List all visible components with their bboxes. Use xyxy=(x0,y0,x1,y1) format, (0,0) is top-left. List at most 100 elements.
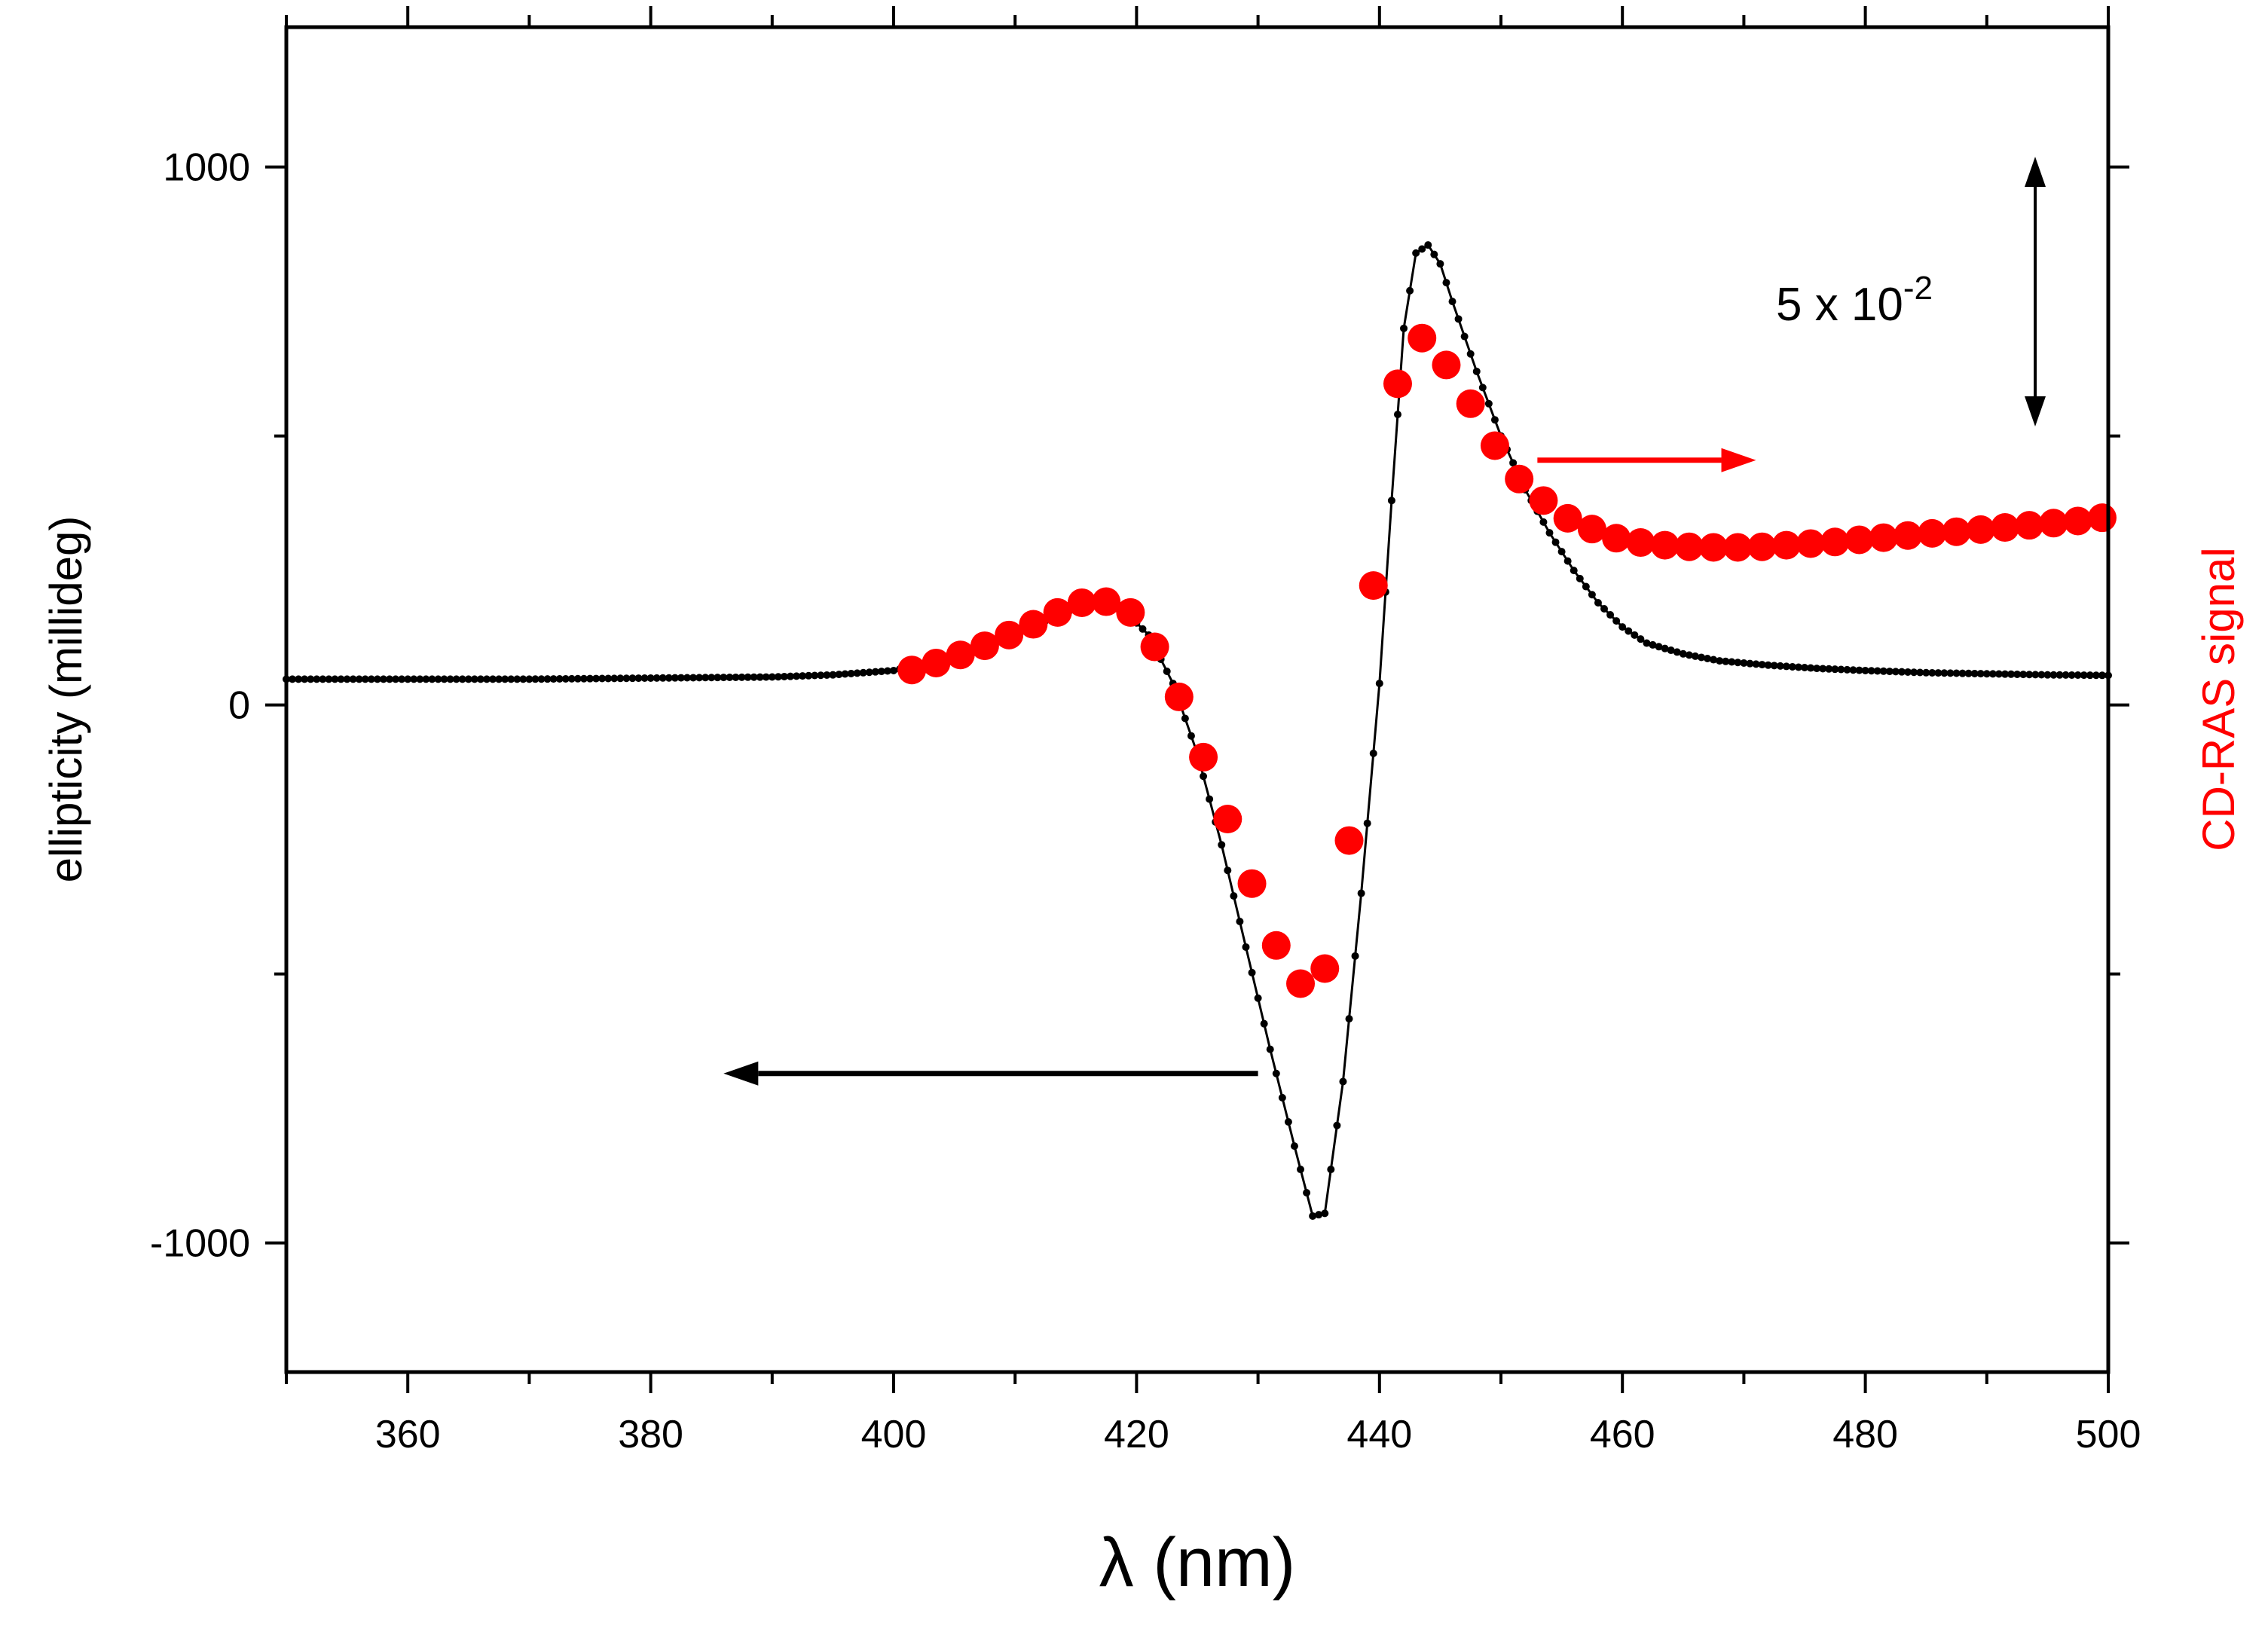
ellipticity-point xyxy=(720,674,728,682)
ellipticity-point xyxy=(1631,631,1639,639)
ellipticity-point xyxy=(1242,943,1250,951)
ellipticity-point xyxy=(1272,1069,1280,1077)
ellipticity-point xyxy=(890,666,897,674)
ellipticity-point xyxy=(2086,671,2094,680)
cd-ras-point xyxy=(1699,533,1729,562)
ellipticity-point xyxy=(555,675,564,683)
ellipticity-point xyxy=(549,675,558,683)
arrow-head xyxy=(1721,448,1756,472)
ellipticity-point xyxy=(1406,286,1414,295)
ellipticity-point xyxy=(1891,668,1900,676)
ellipticity-point xyxy=(768,673,776,681)
ellipticity-point xyxy=(1557,548,1566,556)
cd-ras-point xyxy=(1480,431,1509,460)
y-axis-title-right: CD-RAS signal xyxy=(2193,547,2244,851)
ellipticity-point xyxy=(1236,918,1244,926)
axis-ticks xyxy=(265,6,2129,1393)
ellipticity-point xyxy=(1163,668,1171,676)
x-axis-title: λ (nm) xyxy=(1099,1524,1296,1601)
ellipticity-point xyxy=(2080,671,2088,680)
ellipticity-point xyxy=(579,674,588,683)
ellipticity-point xyxy=(1849,666,1857,674)
ellipticity-point xyxy=(2098,671,2106,680)
cd-ras-point xyxy=(1771,530,1801,560)
cd-ras-point xyxy=(1650,530,1680,560)
ellipticity-point xyxy=(470,675,478,683)
ellipticity-point xyxy=(2013,670,2022,678)
ellipticity-point xyxy=(398,675,406,683)
ellipticity-point xyxy=(289,675,297,683)
ellipticity-point xyxy=(1430,250,1438,258)
ellipticity-point xyxy=(1801,664,1808,672)
ellipticity-point xyxy=(1964,669,1973,677)
ellipticity-point xyxy=(786,672,794,680)
ellipticity-point xyxy=(829,671,837,679)
ellipticity-point xyxy=(1576,574,1584,582)
ellipticity-point xyxy=(519,675,527,683)
ellipticity-point xyxy=(1776,662,1784,670)
ellipticity-point xyxy=(482,675,491,683)
ellipticity-point xyxy=(823,671,831,679)
ellipticity-point xyxy=(1363,819,1371,827)
ellipticity-point xyxy=(1740,659,1748,667)
ellipticity-point xyxy=(313,675,321,683)
ellipticity-point xyxy=(1582,582,1590,591)
ellipticity-point xyxy=(1819,665,1827,673)
cd-ras-point xyxy=(2087,503,2117,533)
ellipticity-point xyxy=(1934,669,1942,677)
ellipticity-point xyxy=(1843,665,1851,674)
ellipticity-point xyxy=(2037,671,2046,679)
cd-ras-point xyxy=(1845,525,1874,555)
ellipticity-point xyxy=(610,674,619,683)
ellipticity-point xyxy=(295,675,303,683)
ellipticity-point xyxy=(738,673,746,681)
ellipticity-point xyxy=(1436,260,1444,268)
cd-ras-point xyxy=(1577,515,1606,544)
scale-bar-arrowhead-down xyxy=(2025,396,2046,426)
ellipticity-point xyxy=(2001,670,2009,678)
ellipticity-point xyxy=(1563,557,1572,565)
ellipticity-point xyxy=(1770,662,1778,670)
y-tick-label: 1000 xyxy=(163,146,250,190)
ellipticity-point xyxy=(1345,1015,1353,1023)
ellipticity-point xyxy=(592,674,601,683)
ellipticity-point xyxy=(604,674,613,683)
ellipticity-point xyxy=(1807,664,1815,672)
ellipticity-point xyxy=(646,674,655,682)
x-tick-label: 480 xyxy=(1832,1413,1898,1456)
scale-bar-label-base: 5 x 10 xyxy=(1776,279,1903,331)
ellipticity-point xyxy=(1788,662,1796,671)
ellipticity-point xyxy=(671,674,679,682)
cd-ras-point xyxy=(1456,389,1485,418)
cd-ras-point xyxy=(1918,518,1947,548)
ellipticity-point xyxy=(1606,611,1615,619)
cd-ras-point xyxy=(1942,517,1971,546)
ellipticity-point xyxy=(1722,657,1730,665)
cd-ras-point xyxy=(1602,524,1631,553)
ellipticity-point xyxy=(1673,648,1681,656)
ellipticity-point xyxy=(373,675,381,683)
cd-ras-point xyxy=(1189,742,1218,772)
cd-ras-point xyxy=(1359,571,1388,601)
ellipticity-point xyxy=(416,675,424,683)
scale-bar-label-exponent: -2 xyxy=(1903,270,1933,307)
cd-ras-point xyxy=(1019,610,1048,639)
ellipticity-point xyxy=(1260,1019,1268,1028)
ellipticity-point xyxy=(1539,518,1548,526)
ellipticity-point xyxy=(1867,667,1875,675)
ellipticity-point xyxy=(817,671,825,680)
ellipticity-point xyxy=(440,675,448,683)
ellipticity-point xyxy=(495,675,503,683)
ellipticity-point xyxy=(1764,661,1772,669)
ellipticity-point xyxy=(2056,671,2064,679)
cd-ras-point xyxy=(1723,533,1753,562)
ellipticity-point xyxy=(1545,529,1554,537)
ellipticity-point xyxy=(343,675,351,683)
ellipticity-point xyxy=(835,671,843,679)
series-layer xyxy=(283,241,2117,1220)
ellipticity-point xyxy=(355,675,363,683)
ellipticity-point xyxy=(464,675,472,683)
ellipticity-point xyxy=(422,675,430,683)
ellipticity-point xyxy=(811,671,819,680)
ellipticity-point xyxy=(331,675,339,683)
